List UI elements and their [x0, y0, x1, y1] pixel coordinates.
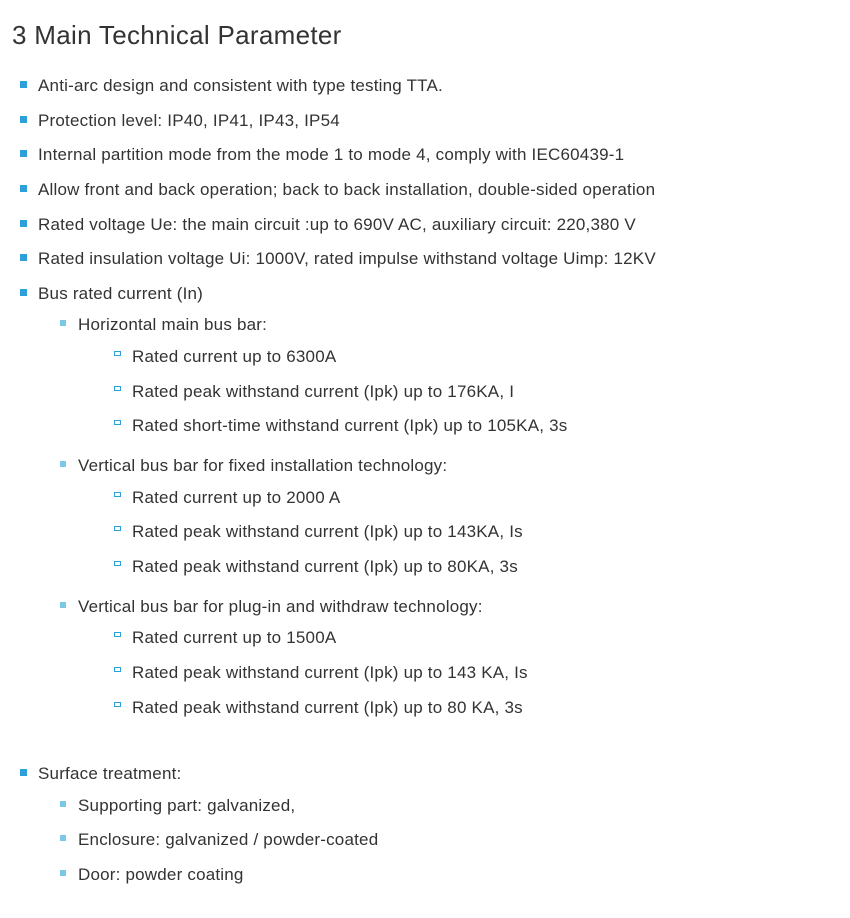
list-item: Surface treatment: Supporting part: galv… — [12, 757, 830, 898]
sub-sub-list: Rated current up to 2000 A Rated peak wi… — [78, 481, 830, 585]
item-text: Protection level: IP40, IP41, IP43, IP54 — [38, 111, 340, 130]
item-text: Rated peak withstand current (Ipk) up to… — [132, 522, 523, 541]
item-text: Horizontal main bus bar: — [78, 315, 267, 334]
item-text: Rated current up to 2000 A — [132, 488, 340, 507]
item-text: Rated peak withstand current (Ipk) up to… — [132, 663, 528, 682]
item-text: Rated peak withstand current (Ipk) up to… — [132, 382, 514, 401]
list-item: Enclosure: galvanized / powder-coated — [38, 823, 830, 858]
item-text: Rated short-time withstand current (Ipk)… — [132, 416, 567, 435]
list-item: Allow front and back operation; back to … — [12, 173, 830, 208]
list-item: Vertical bus bar for plug-in and withdra… — [38, 590, 830, 731]
list-item: Protection level: IP40, IP41, IP43, IP54 — [12, 104, 830, 139]
item-text: Supporting part: galvanized, — [78, 796, 295, 815]
list-item: Rated current up to 2000 A — [78, 481, 830, 516]
sub-list: Horizontal main bus bar: Rated current u… — [38, 308, 830, 730]
list-item: Internal partition mode from the mode 1 … — [12, 138, 830, 173]
list-item: Horizontal main bus bar: Rated current u… — [38, 308, 830, 449]
list-item: Rated insulation voltage Ui: 1000V, rate… — [12, 242, 830, 277]
list-item: Vertical bus bar for fixed installation … — [38, 449, 830, 590]
list-item: Door: powder coating — [38, 858, 830, 893]
item-text: Door: powder coating — [78, 865, 244, 884]
list-item: Rated peak withstand current (Ipk) up to… — [78, 656, 830, 691]
item-text: Allow front and back operation; back to … — [38, 180, 655, 199]
item-text: Rated voltage Ue: the main circuit :up t… — [38, 215, 636, 234]
item-text: Rated current up to 6300A — [132, 347, 336, 366]
list-item: Rated peak withstand current (Ipk) up to… — [78, 515, 830, 550]
list-item: Rated current up to 1500A — [78, 621, 830, 656]
item-text: Rated current up to 1500A — [132, 628, 336, 647]
list-item: Rated short-time withstand current (Ipk)… — [78, 409, 830, 444]
item-text: Rated peak withstand current (Ipk) up to… — [132, 557, 518, 576]
item-text: Vertical bus bar for fixed installation … — [78, 456, 447, 475]
list-item: Rated peak withstand current (Ipk) up to… — [78, 375, 830, 410]
item-text: Internal partition mode from the mode 1 … — [38, 145, 624, 164]
sub-list: Supporting part: galvanized, Enclosure: … — [38, 789, 830, 893]
spacer — [12, 735, 830, 757]
item-text: Rated peak withstand current (Ipk) up to… — [132, 698, 523, 717]
list-item: Rated voltage Ue: the main circuit :up t… — [12, 208, 830, 243]
item-text: Surface treatment: — [38, 764, 181, 783]
list-item: Bus rated current (In) Horizontal main b… — [12, 277, 830, 735]
parameter-list: Surface treatment: Supporting part: galv… — [12, 757, 830, 898]
list-item: Rated current up to 6300A — [78, 340, 830, 375]
sub-sub-list: Rated current up to 1500A Rated peak wit… — [78, 621, 830, 725]
item-text: Anti-arc design and consistent with type… — [38, 76, 443, 95]
list-item: Anti-arc design and consistent with type… — [12, 69, 830, 104]
item-text: Vertical bus bar for plug-in and withdra… — [78, 597, 483, 616]
item-text: Bus rated current (In) — [38, 284, 203, 303]
item-text: Enclosure: galvanized / powder-coated — [78, 830, 378, 849]
parameter-list: Anti-arc design and consistent with type… — [12, 69, 830, 735]
item-text: Rated insulation voltage Ui: 1000V, rate… — [38, 249, 656, 268]
sub-sub-list: Rated current up to 6300A Rated peak wit… — [78, 340, 830, 444]
list-item: Rated peak withstand current (Ipk) up to… — [78, 550, 830, 585]
list-item: Rated peak withstand current (Ipk) up to… — [78, 691, 830, 726]
list-item: Supporting part: galvanized, — [38, 789, 830, 824]
section-heading: 3 Main Technical Parameter — [12, 20, 830, 51]
